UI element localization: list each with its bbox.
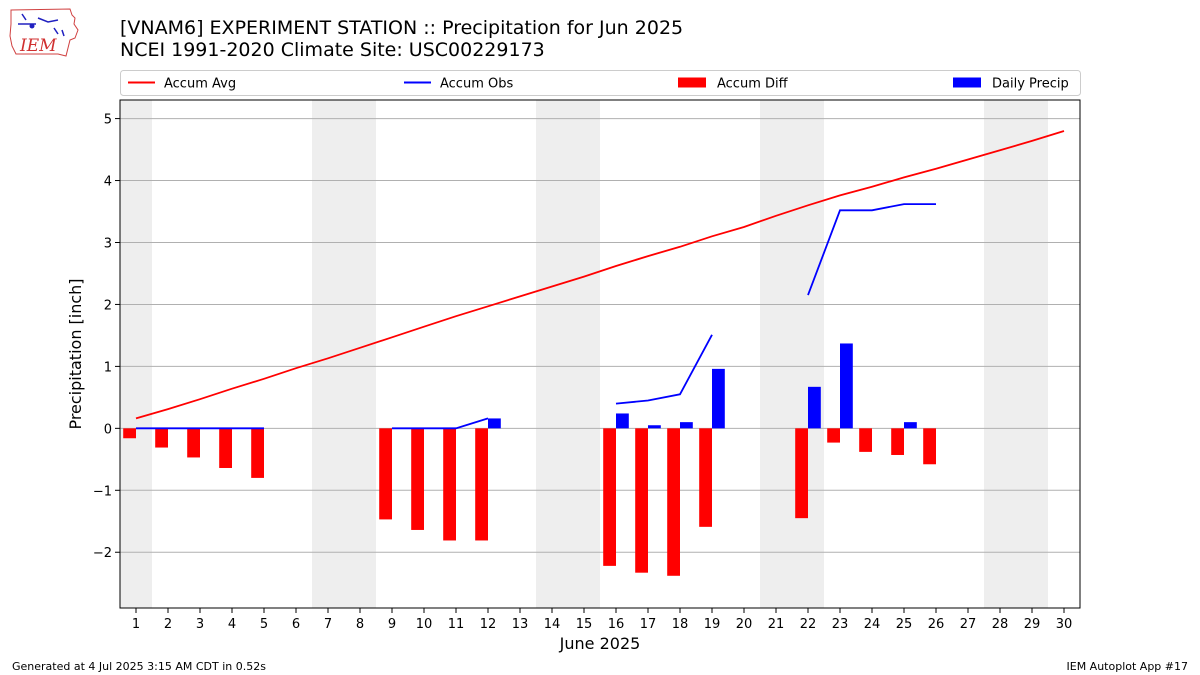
y-axis-label: Precipitation [inch] bbox=[66, 278, 85, 429]
x-tick-label: 12 bbox=[480, 617, 497, 632]
y-tick-label: 0 bbox=[104, 422, 112, 437]
accum-diff-bar bbox=[795, 428, 808, 519]
weather-icon bbox=[18, 13, 65, 37]
iem-logo: IEM bbox=[9, 8, 79, 57]
x-tick-label: 30 bbox=[1056, 617, 1073, 632]
state-outline bbox=[9, 8, 79, 57]
x-tick-label: 4 bbox=[228, 617, 236, 632]
y-tick-label: 5 bbox=[104, 113, 112, 128]
accum-diff-bar bbox=[475, 428, 488, 541]
y-tick-label: 1 bbox=[104, 360, 112, 375]
x-tick-label: 20 bbox=[736, 617, 753, 632]
app-credit: IEM Autoplot App #17 bbox=[1066, 660, 1189, 673]
legend-swatch-bar bbox=[953, 77, 981, 88]
x-tick-label: 8 bbox=[356, 617, 364, 632]
x-tick-label: 19 bbox=[704, 617, 721, 632]
x-tick-label: 13 bbox=[512, 617, 529, 632]
weekend-shade bbox=[984, 100, 1048, 608]
legend-label: Accum Diff bbox=[717, 77, 789, 92]
plot-frame bbox=[119, 99, 1081, 609]
accum-obs-line bbox=[392, 417, 489, 430]
x-tick-label: 18 bbox=[672, 617, 689, 632]
accum-diff-bar bbox=[923, 428, 936, 465]
x-tick-label: 10 bbox=[416, 617, 433, 632]
accum-diff-bar bbox=[219, 428, 232, 468]
accum-diff-bar bbox=[187, 428, 200, 458]
accum-diff-bar bbox=[635, 428, 648, 573]
x-tick-label: 23 bbox=[832, 617, 849, 632]
x-tick-label: 14 bbox=[544, 617, 561, 632]
x-tick-label: 5 bbox=[260, 617, 268, 632]
accum-diff-bar bbox=[603, 428, 616, 566]
x-tick-label: 17 bbox=[640, 617, 657, 632]
accum-avg-line bbox=[135, 130, 1065, 420]
x-tick-label: 24 bbox=[864, 617, 881, 632]
x-tick-label: 6 bbox=[292, 617, 300, 632]
generated-note: Generated at 4 Jul 2025 3:15 AM CDT in 0… bbox=[12, 660, 266, 673]
accum-diff-bar bbox=[251, 428, 264, 478]
accum-diff-bar bbox=[699, 428, 712, 527]
daily-precip-bar bbox=[616, 413, 629, 429]
accum-diff-bar bbox=[827, 428, 840, 443]
x-tick-label: 27 bbox=[960, 617, 977, 632]
x-axis-label: June 2025 bbox=[559, 634, 641, 653]
weekend-shade bbox=[760, 100, 824, 608]
logo-text: IEM bbox=[19, 36, 57, 56]
legend-label: Daily Precip bbox=[992, 77, 1069, 92]
weekend-shade bbox=[120, 100, 152, 608]
daily-precip-bar bbox=[488, 418, 501, 429]
chart-subtitle: NCEI 1991-2020 Climate Site: USC00229173 bbox=[120, 39, 545, 61]
x-tick-label: 16 bbox=[608, 617, 625, 632]
accum-diff-bar bbox=[891, 428, 904, 455]
x-tick-label: 29 bbox=[1024, 617, 1041, 632]
daily-precip-bar bbox=[840, 343, 853, 429]
weekend-shade bbox=[536, 100, 600, 608]
legend-label: Accum Avg bbox=[164, 77, 236, 92]
x-tick-label: 1 bbox=[132, 617, 140, 632]
accum-obs-line bbox=[807, 203, 936, 296]
x-tick-label: 21 bbox=[768, 617, 785, 632]
x-tick-label: 25 bbox=[896, 617, 913, 632]
y-tick-label: 2 bbox=[104, 298, 112, 313]
x-tick-label: 28 bbox=[992, 617, 1009, 632]
legend-swatch-bar bbox=[678, 77, 706, 88]
accum-obs-line bbox=[615, 334, 713, 405]
x-tick-label: 7 bbox=[324, 617, 332, 632]
accum-diff-bar bbox=[859, 428, 872, 452]
x-tick-label: 22 bbox=[800, 617, 817, 632]
x-tick-label: 26 bbox=[928, 617, 945, 632]
weekend-shade bbox=[312, 100, 376, 608]
daily-precip-bar bbox=[904, 422, 917, 429]
x-tick-label: 9 bbox=[388, 617, 396, 632]
accum-diff-bar bbox=[379, 428, 392, 520]
y-tick-label: −1 bbox=[93, 484, 112, 499]
y-tick-label: 4 bbox=[104, 175, 112, 190]
x-tick-label: 11 bbox=[448, 617, 465, 632]
daily-precip-bar bbox=[712, 368, 725, 429]
accum-diff-bar bbox=[667, 428, 680, 576]
legend-label: Accum Obs bbox=[440, 77, 513, 92]
daily-precip-bar bbox=[680, 422, 693, 429]
accum-diff-bar bbox=[443, 428, 456, 541]
accum-diff-bar bbox=[411, 428, 424, 530]
station-dot-icon bbox=[29, 23, 35, 29]
y-tick-label: −2 bbox=[93, 546, 112, 561]
x-tick-label: 15 bbox=[576, 617, 593, 632]
accum-diff-bar bbox=[123, 428, 136, 439]
chart-title: [VNAM6] EXPERIMENT STATION :: Precipitat… bbox=[120, 17, 684, 39]
x-tick-label: 3 bbox=[196, 617, 204, 632]
legend-box bbox=[120, 70, 1081, 96]
daily-precip-bar bbox=[648, 425, 661, 429]
x-tick-label: 2 bbox=[164, 617, 172, 632]
y-tick-label: 3 bbox=[104, 236, 112, 251]
accum-diff-bar bbox=[155, 428, 168, 448]
daily-precip-bar bbox=[808, 386, 821, 429]
